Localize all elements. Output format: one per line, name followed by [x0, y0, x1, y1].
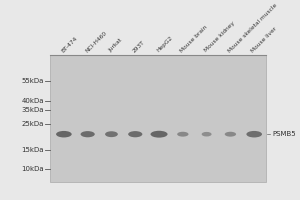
Text: 55kDa: 55kDa [22, 78, 44, 84]
Ellipse shape [225, 132, 236, 137]
Ellipse shape [128, 131, 142, 137]
Text: Mouse skeletal muscle: Mouse skeletal muscle [227, 2, 278, 53]
Ellipse shape [202, 132, 212, 136]
Text: Mouse brain: Mouse brain [179, 24, 208, 53]
Text: HepG2: HepG2 [155, 36, 173, 53]
Text: Jurkat: Jurkat [108, 38, 124, 53]
Text: 35kDa: 35kDa [22, 107, 44, 113]
Text: 25kDa: 25kDa [22, 121, 44, 127]
Text: NCI-H460: NCI-H460 [84, 30, 108, 53]
Text: Mouse kidney: Mouse kidney [203, 21, 236, 53]
Text: 40kDa: 40kDa [22, 98, 44, 104]
Text: BT-474: BT-474 [60, 36, 78, 53]
Ellipse shape [81, 131, 95, 137]
Text: PSMB5: PSMB5 [273, 131, 296, 137]
Bar [50, 55, 266, 182]
Text: 10kDa: 10kDa [21, 166, 44, 172]
Text: 15kDa: 15kDa [22, 147, 44, 153]
Text: Mouse liver: Mouse liver [251, 26, 278, 53]
Ellipse shape [56, 131, 72, 137]
Ellipse shape [151, 131, 168, 138]
Ellipse shape [246, 131, 262, 137]
Text: 293T: 293T [132, 40, 146, 53]
Ellipse shape [105, 131, 118, 137]
Ellipse shape [177, 132, 188, 137]
